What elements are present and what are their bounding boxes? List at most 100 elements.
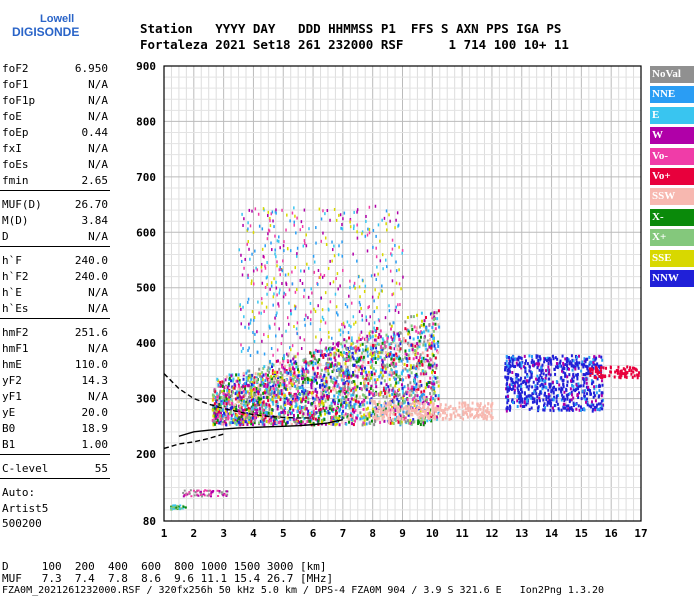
- echo-point: [438, 408, 441, 412]
- echo-point: [419, 399, 422, 403]
- echo-point: [394, 390, 397, 394]
- echo-point: [416, 408, 419, 412]
- echo-point: [595, 385, 598, 389]
- echo-point: [383, 419, 386, 423]
- echo-point: [252, 378, 255, 382]
- echo-point: [585, 381, 588, 385]
- echo-point: [307, 409, 310, 413]
- echo-point: [430, 386, 433, 390]
- echo-point: [320, 338, 323, 342]
- echo-point: [234, 379, 237, 383]
- echo-point: [379, 409, 382, 413]
- echo-point: [425, 372, 428, 376]
- x-tick-label: 14: [545, 527, 559, 540]
- echo-point: [242, 399, 245, 403]
- echo-point: [391, 421, 394, 425]
- echo-point: [246, 390, 249, 394]
- echo-point: [221, 422, 224, 426]
- echo-point: [600, 366, 603, 370]
- echo-point: [200, 495, 203, 498]
- echo-point: [604, 374, 607, 378]
- echo-point: [382, 374, 385, 378]
- echo-point: [228, 423, 231, 427]
- echo-point: [361, 232, 363, 236]
- echo-point: [601, 375, 604, 379]
- echo-point: [316, 390, 319, 394]
- echo-point: [544, 357, 547, 361]
- echo-point: [428, 414, 431, 418]
- echo-point: [536, 395, 539, 399]
- echo-point: [221, 408, 224, 412]
- echo-point: [284, 403, 287, 407]
- echo-point: [586, 397, 589, 401]
- echo-point: [505, 383, 508, 387]
- echo-point: [422, 372, 425, 376]
- echo-point: [379, 350, 382, 354]
- echo-point: [555, 400, 558, 404]
- echo-point: [344, 370, 347, 374]
- echo-point: [528, 369, 531, 373]
- echo-point: [426, 382, 429, 386]
- echo-point: [406, 315, 409, 319]
- echo-point: [320, 368, 323, 372]
- echo-point: [632, 366, 635, 370]
- echo-point: [406, 383, 409, 387]
- echo-point: [332, 280, 335, 284]
- echo-point: [225, 402, 228, 406]
- echo-point: [419, 412, 422, 416]
- echo-point: [316, 410, 319, 414]
- echo-point: [366, 347, 369, 351]
- echo-point: [266, 283, 268, 287]
- echo-point: [227, 382, 230, 386]
- echo-point: [374, 419, 377, 423]
- echo-point: [374, 354, 376, 358]
- echo-point: [341, 416, 344, 420]
- echo-point: [267, 380, 270, 384]
- echo-point: [244, 384, 247, 388]
- echo-point: [331, 370, 334, 374]
- echo-point: [292, 373, 295, 377]
- echo-point: [561, 367, 564, 371]
- echo-point: [446, 407, 449, 411]
- echo-point: [356, 374, 359, 378]
- echo-point: [461, 402, 464, 406]
- echo-point: [404, 320, 407, 324]
- echo-point: [339, 389, 342, 393]
- echo-point: [271, 369, 274, 373]
- echo-point: [381, 284, 383, 288]
- echo-point: [407, 353, 410, 357]
- echo-point: [277, 359, 280, 363]
- echo-point: [274, 421, 277, 425]
- echo-point: [395, 305, 397, 309]
- echo-point: [293, 399, 296, 403]
- echo-point: [385, 333, 388, 337]
- echo-point: [263, 365, 266, 369]
- echo-point: [547, 365, 550, 369]
- echo-point: [364, 395, 367, 399]
- echo-point: [381, 218, 383, 222]
- echo-point: [241, 273, 244, 277]
- echo-point: [390, 362, 393, 366]
- echo-point: [417, 419, 420, 423]
- echo-point: [175, 507, 178, 510]
- echo-point: [561, 379, 564, 383]
- echo-point: [327, 347, 330, 351]
- echo-point: [568, 400, 571, 404]
- echo-point: [404, 405, 407, 409]
- echo-point: [294, 375, 297, 379]
- echo-point: [326, 357, 329, 361]
- echo-point: [556, 357, 559, 361]
- echo-point: [257, 372, 260, 376]
- echo-point: [428, 366, 431, 370]
- echo-point: [393, 377, 396, 381]
- echo-point: [354, 320, 357, 324]
- echo-point: [319, 363, 322, 367]
- echo-point: [391, 279, 394, 283]
- echo-point: [241, 417, 244, 421]
- echo-point: [208, 493, 211, 496]
- echo-point: [240, 307, 242, 311]
- echo-point: [344, 391, 347, 395]
- echo-point: [280, 365, 283, 369]
- echo-point: [215, 400, 218, 404]
- echo-point: [507, 372, 510, 376]
